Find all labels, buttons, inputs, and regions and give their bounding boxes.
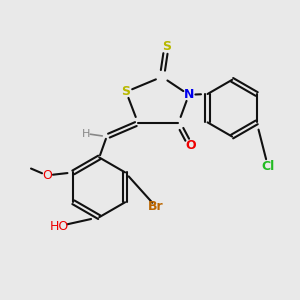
Text: N: N (184, 88, 194, 101)
Text: O: O (185, 139, 196, 152)
Text: O: O (42, 169, 52, 182)
Text: S: S (162, 40, 171, 53)
Text: Br: Br (148, 200, 164, 213)
Text: S: S (122, 85, 130, 98)
Text: Cl: Cl (261, 160, 274, 173)
Text: HO: HO (49, 220, 68, 232)
Text: H: H (82, 129, 90, 139)
